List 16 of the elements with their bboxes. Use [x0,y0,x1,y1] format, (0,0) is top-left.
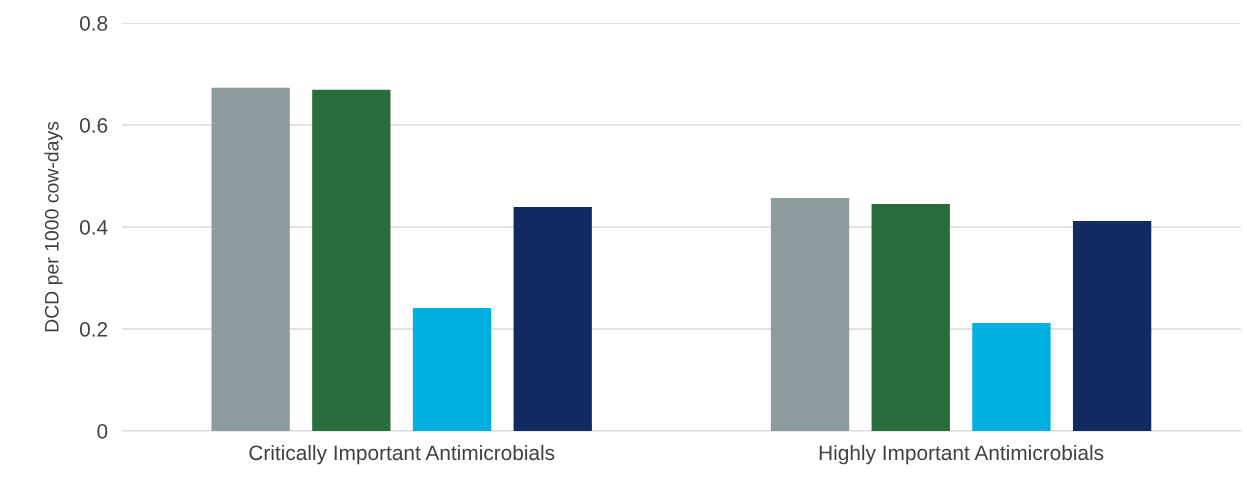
bar [1072,220,1152,431]
x-tick-label: Highly Important Antimicrobials [819,444,1104,465]
bar [972,322,1051,431]
bar [770,197,850,431]
y-tick-label: 0.6 [79,118,108,133]
bar [871,204,950,431]
bar [412,308,492,431]
bar [312,89,391,431]
x-tick-label: Critically Important Antimicrobials [249,444,555,465]
bar [211,87,290,431]
y-tick-label: 0.2 [79,322,108,337]
y-tick-label: 0 [97,424,108,439]
y-axis-title: DCD per 1000 cow-days [44,121,63,332]
y-tick-label: 0.8 [79,16,108,31]
bar [513,207,592,431]
y-tick-label: 0.4 [79,220,108,235]
